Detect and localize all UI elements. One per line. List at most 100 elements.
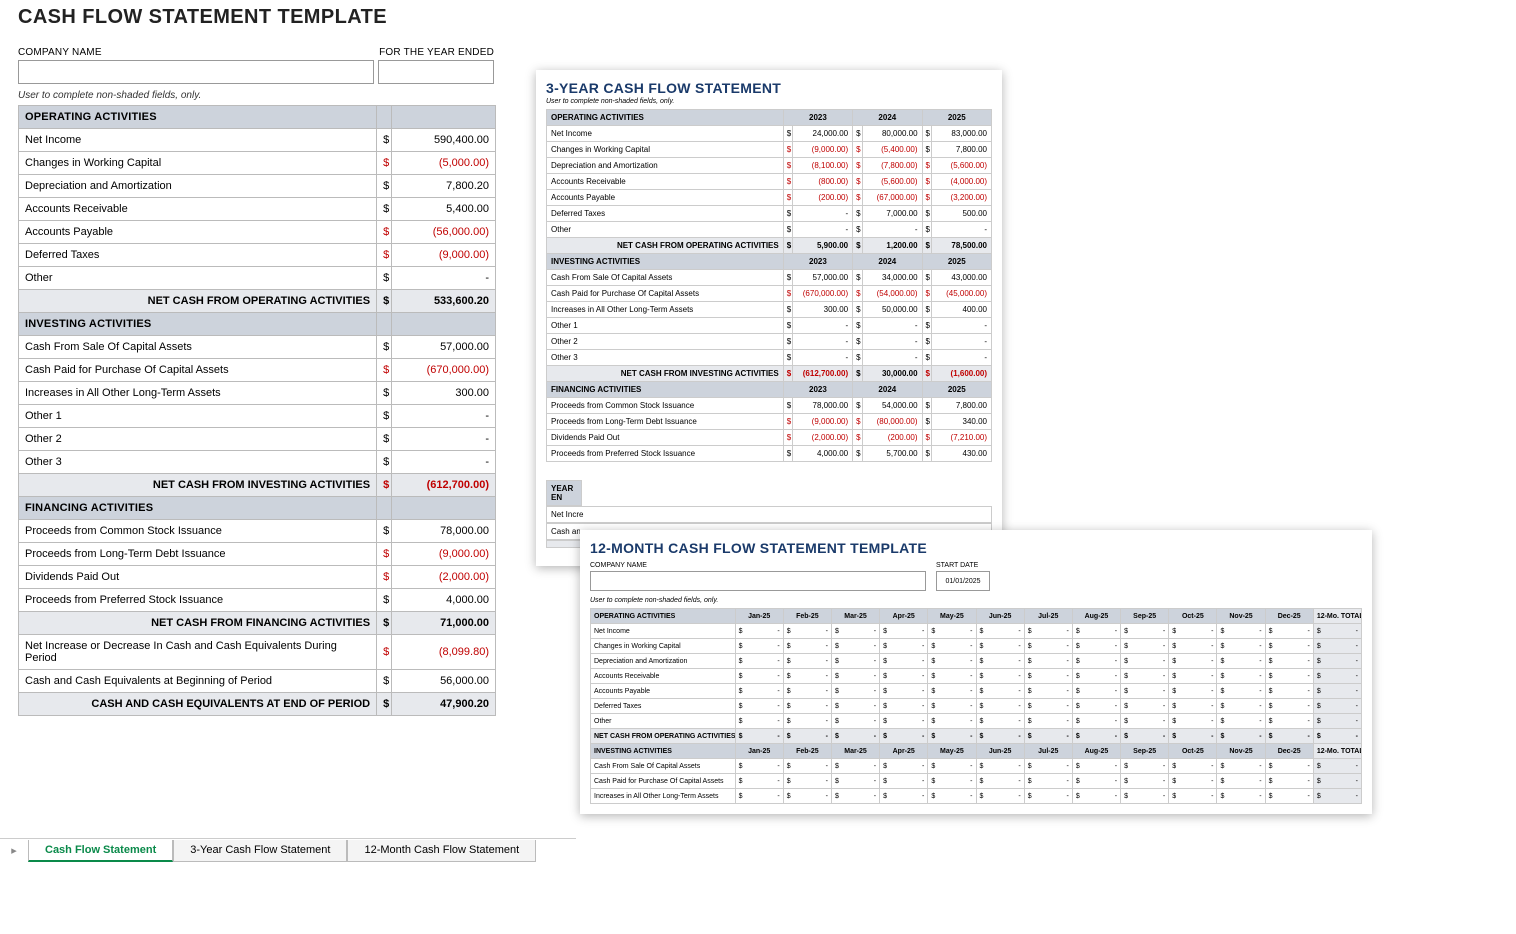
row-value[interactable]: $- xyxy=(1265,759,1313,774)
row-value[interactable]: $- xyxy=(1121,669,1169,684)
row-value[interactable]: $- xyxy=(928,789,976,804)
row-value[interactable]: $- xyxy=(976,639,1024,654)
row-value[interactable]: (9,000.00) xyxy=(793,142,853,158)
row-value[interactable]: $- xyxy=(1072,639,1120,654)
row-value[interactable]: $- xyxy=(1121,789,1169,804)
row-value[interactable]: $- xyxy=(1024,789,1072,804)
row-value[interactable]: $- xyxy=(1121,699,1169,714)
row-value[interactable]: $- xyxy=(735,654,783,669)
row-value[interactable]: - xyxy=(862,334,922,350)
row-value[interactable]: (3,200.00) xyxy=(932,190,992,206)
row-value[interactable]: $- xyxy=(783,639,831,654)
row-value[interactable]: 80,000.00 xyxy=(862,126,922,142)
row-value[interactable]: 54,000.00 xyxy=(862,398,922,414)
row-value[interactable]: $- xyxy=(1024,654,1072,669)
row-value[interactable]: 300.00 xyxy=(392,382,496,405)
row-value[interactable]: $- xyxy=(880,714,928,729)
twelve-date-input[interactable]: 01/01/2025 xyxy=(936,571,990,591)
row-value[interactable]: 24,000.00 xyxy=(793,126,853,142)
row-value[interactable]: (800.00) xyxy=(793,174,853,190)
row-value[interactable]: $- xyxy=(1169,714,1217,729)
row-value[interactable]: (670,000.00) xyxy=(793,286,853,302)
row-value[interactable]: - xyxy=(932,350,992,366)
row-value[interactable]: (67,000.00) xyxy=(862,190,922,206)
row-value[interactable]: $- xyxy=(976,624,1024,639)
row-value[interactable]: (5,000.00) xyxy=(392,152,496,175)
row-value[interactable]: $- xyxy=(1217,759,1265,774)
row-value[interactable]: $- xyxy=(880,774,928,789)
row-value[interactable]: - xyxy=(793,334,853,350)
row-value[interactable]: $- xyxy=(1072,774,1120,789)
row-value[interactable]: 43,000.00 xyxy=(932,270,992,286)
row-value[interactable]: $- xyxy=(1169,684,1217,699)
row-value[interactable]: $- xyxy=(1217,624,1265,639)
row-value[interactable]: $- xyxy=(735,789,783,804)
row-value[interactable]: $- xyxy=(735,714,783,729)
row-value[interactable]: $- xyxy=(1121,639,1169,654)
row-value[interactable]: 5,700.00 xyxy=(862,446,922,462)
row-value[interactable]: $- xyxy=(831,624,879,639)
row-value[interactable]: (4,000.00) xyxy=(932,174,992,190)
row-value[interactable]: $- xyxy=(928,759,976,774)
row-value[interactable]: (670,000.00) xyxy=(392,359,496,382)
row-value[interactable]: $- xyxy=(1217,639,1265,654)
row-value[interactable]: $- xyxy=(735,624,783,639)
row-value[interactable]: (7,210.00) xyxy=(932,430,992,446)
row-value[interactable]: - xyxy=(793,206,853,222)
row-value[interactable]: $- xyxy=(783,699,831,714)
row-value[interactable]: $- xyxy=(1121,654,1169,669)
row-value[interactable]: (9,000.00) xyxy=(392,543,496,566)
row-value[interactable]: (8,100.00) xyxy=(793,158,853,174)
row-value[interactable]: $- xyxy=(1072,669,1120,684)
row-value[interactable]: 78,000.00 xyxy=(793,398,853,414)
row-value[interactable]: $- xyxy=(831,699,879,714)
row-value[interactable]: $- xyxy=(1169,624,1217,639)
row-value[interactable]: $- xyxy=(976,714,1024,729)
row-value[interactable]: $- xyxy=(831,789,879,804)
row-value[interactable]: (5,600.00) xyxy=(932,158,992,174)
sheet-tab[interactable]: Cash Flow Statement xyxy=(28,840,173,862)
row-value[interactable]: $- xyxy=(1265,714,1313,729)
row-value[interactable]: $- xyxy=(880,654,928,669)
row-value[interactable]: $- xyxy=(1169,789,1217,804)
row-value[interactable]: $- xyxy=(1169,669,1217,684)
row-value[interactable]: (2,000.00) xyxy=(392,566,496,589)
row-value[interactable]: $- xyxy=(928,774,976,789)
row-value[interactable]: $- xyxy=(1024,774,1072,789)
row-value[interactable]: - xyxy=(932,318,992,334)
row-value[interactable]: $- xyxy=(783,789,831,804)
row-value[interactable]: $- xyxy=(1072,759,1120,774)
row-value[interactable]: 590,400.00 xyxy=(392,129,496,152)
row-value[interactable]: $- xyxy=(1265,789,1313,804)
row-value[interactable]: $- xyxy=(1024,759,1072,774)
row-value[interactable]: $- xyxy=(1265,624,1313,639)
row-value[interactable]: 4,000.00 xyxy=(392,589,496,612)
row-value[interactable]: $- xyxy=(735,774,783,789)
row-value[interactable]: - xyxy=(862,222,922,238)
row-value[interactable]: $- xyxy=(735,699,783,714)
row-value[interactable]: $- xyxy=(928,624,976,639)
row-value[interactable]: $- xyxy=(880,699,928,714)
row-value[interactable]: $- xyxy=(976,684,1024,699)
row-value[interactable]: $- xyxy=(1217,789,1265,804)
row-value[interactable]: (9,000.00) xyxy=(793,414,853,430)
row-value[interactable]: 7,000.00 xyxy=(862,206,922,222)
row-value[interactable]: - xyxy=(862,318,922,334)
row-value[interactable]: $- xyxy=(783,714,831,729)
row-value[interactable]: - xyxy=(793,318,853,334)
row-value[interactable]: $- xyxy=(1072,684,1120,699)
row-value[interactable]: $- xyxy=(1072,624,1120,639)
row-value[interactable]: $- xyxy=(1072,714,1120,729)
row-value[interactable]: - xyxy=(932,334,992,350)
row-value[interactable]: 34,000.00 xyxy=(862,270,922,286)
row-value[interactable]: $- xyxy=(783,684,831,699)
row-value[interactable]: (5,400.00) xyxy=(862,142,922,158)
row-value[interactable]: - xyxy=(793,350,853,366)
row-value[interactable]: $- xyxy=(880,684,928,699)
row-value[interactable]: 430.00 xyxy=(932,446,992,462)
row-value[interactable]: $- xyxy=(831,669,879,684)
row-value[interactable]: $- xyxy=(783,774,831,789)
row-value[interactable]: $- xyxy=(1024,714,1072,729)
row-value[interactable]: $- xyxy=(1217,699,1265,714)
row-value[interactable]: 7,800.00 xyxy=(932,142,992,158)
